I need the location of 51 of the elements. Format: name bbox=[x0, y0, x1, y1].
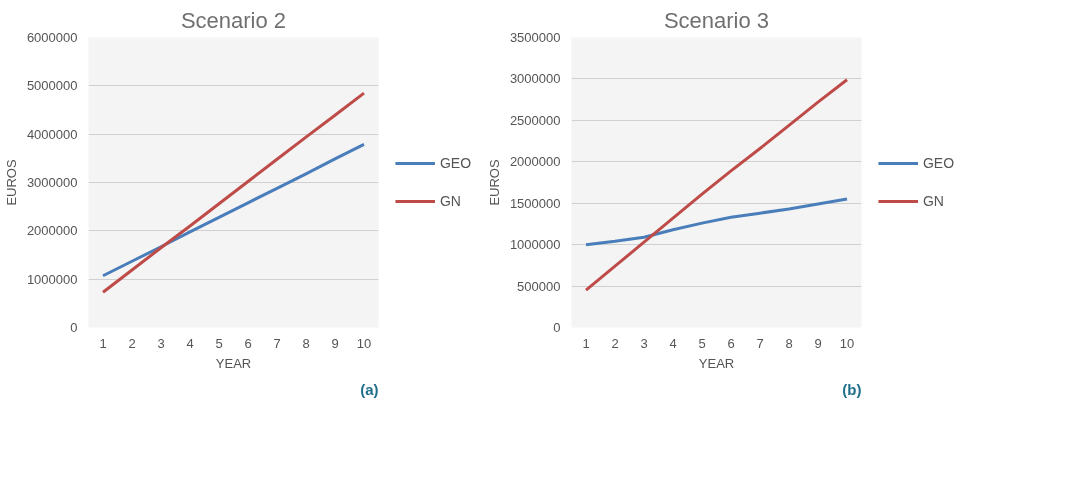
x-tick-label: 1 bbox=[99, 335, 107, 351]
x-tick-label: 4 bbox=[669, 335, 677, 351]
y-tick-label: 2000000 bbox=[509, 154, 561, 170]
chart-title: Scenario 3 bbox=[663, 7, 770, 33]
x-axis-title: YEAR bbox=[215, 355, 252, 371]
text: (b) bbox=[842, 380, 862, 398]
legend-label: GN bbox=[439, 193, 461, 209]
y-tick-label: 4000000 bbox=[26, 126, 78, 142]
y-tick-label: 2500000 bbox=[509, 112, 561, 128]
y-tick-label: 5000000 bbox=[26, 78, 78, 94]
line-series bbox=[584, 197, 849, 247]
legend-label: GN bbox=[922, 193, 944, 209]
y-tick-label: 0 bbox=[553, 320, 561, 335]
x-tick-label: 5 bbox=[698, 335, 706, 351]
x-tick-label: 10 bbox=[839, 335, 855, 351]
x-tick-label: 9 bbox=[814, 335, 822, 351]
x-tick-label: 8 bbox=[302, 335, 310, 351]
y-axis-title: EUROS bbox=[486, 159, 502, 206]
x-tick-label: 2 bbox=[128, 335, 136, 351]
x-tick-label: 7 bbox=[756, 335, 764, 351]
y-tick-label: 1000000 bbox=[26, 271, 78, 287]
x-tick-label: 1 bbox=[582, 335, 590, 351]
line-series bbox=[101, 142, 366, 278]
y-axis-title: EUROS bbox=[3, 159, 19, 206]
y-tick-label: 2000000 bbox=[26, 223, 78, 239]
y-tick-label: 3000000 bbox=[26, 175, 78, 190]
line-series bbox=[584, 78, 849, 292]
x-tick-label: 3 bbox=[157, 335, 165, 351]
x-tick-label: 8 bbox=[785, 335, 793, 351]
x-tick-label: 6 bbox=[244, 335, 252, 351]
chart-title: Scenario 2 bbox=[180, 7, 287, 33]
x-tick-label: 6 bbox=[727, 335, 735, 351]
x-tick-label: 4 bbox=[186, 335, 194, 351]
y-tick-label: 3000000 bbox=[509, 71, 561, 87]
x-tick-label: 5 bbox=[215, 335, 223, 351]
legend-label: GEO bbox=[922, 155, 955, 171]
line-series bbox=[101, 91, 366, 294]
x-tick-label: 9 bbox=[331, 335, 339, 351]
text: (a) bbox=[360, 380, 379, 398]
y-tick-label: 0 bbox=[70, 320, 78, 335]
x-tick-label: 7 bbox=[273, 335, 281, 351]
x-tick-label: 10 bbox=[356, 335, 372, 351]
y-tick-label: 1000000 bbox=[509, 237, 561, 253]
x-tick-label: 3 bbox=[640, 335, 648, 351]
x-tick-label: 2 bbox=[611, 335, 619, 351]
y-tick-label: 6000000 bbox=[26, 30, 78, 45]
y-tick-label: 1500000 bbox=[509, 195, 561, 211]
y-tick-label: 500000 bbox=[517, 278, 561, 294]
legend-label: GEO bbox=[439, 155, 472, 171]
y-tick-label: 3500000 bbox=[509, 30, 561, 45]
x-axis-title: YEAR bbox=[698, 355, 735, 371]
